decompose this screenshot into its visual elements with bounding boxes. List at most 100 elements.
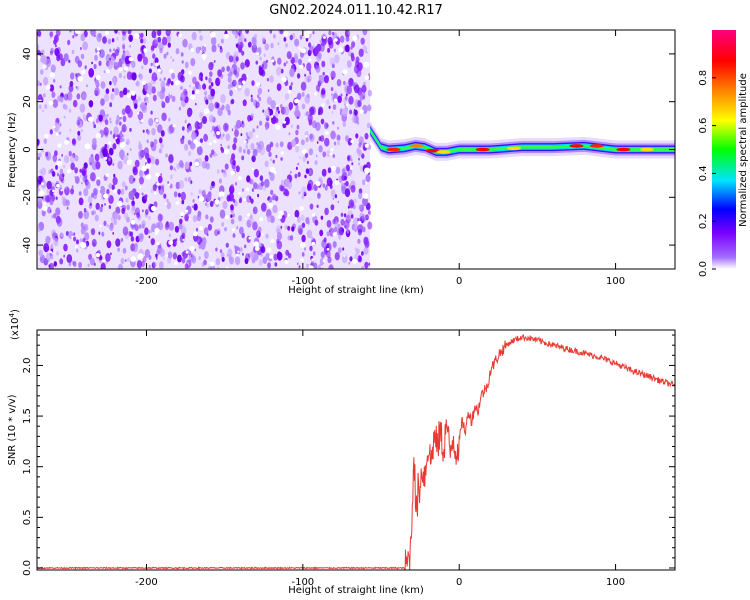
noise-speck — [286, 51, 292, 60]
noise-speck — [256, 231, 260, 237]
noise-gap — [190, 94, 196, 100]
bottom-y-axis-label: SNR (10 * v/v) — [7, 394, 18, 465]
noise-speck — [330, 70, 336, 80]
noise-speck — [209, 96, 213, 102]
top-y-tick-label: 20 — [22, 95, 33, 108]
noise-speck — [330, 189, 336, 198]
noise-speck — [37, 94, 43, 102]
noise-speck — [170, 56, 172, 59]
noise-speck — [290, 124, 294, 129]
noise-speck — [295, 129, 299, 136]
noise-speck — [115, 119, 119, 125]
noise-speck — [332, 241, 337, 248]
noise-speck — [160, 130, 165, 137]
noise-speck — [298, 265, 301, 269]
noise-speck — [120, 257, 125, 265]
noise-gap — [139, 186, 142, 189]
noise-speck — [159, 47, 163, 54]
noise-speck — [55, 196, 58, 200]
noise-speck — [157, 221, 164, 231]
noise-speck — [160, 173, 162, 176]
noise-speck — [287, 225, 291, 231]
noise-speck — [142, 37, 147, 44]
noise-speck — [257, 226, 262, 233]
noise-speck — [137, 96, 141, 102]
noise-gap — [283, 120, 286, 124]
noise-speck — [177, 254, 182, 263]
noise-gap — [156, 182, 160, 186]
noise-speck — [159, 248, 165, 257]
noise-speck — [89, 257, 95, 266]
noise-speck — [349, 109, 353, 115]
noise-speck — [90, 30, 97, 37]
noise-speck — [226, 65, 231, 72]
noise-speck — [280, 225, 283, 229]
noise-gap — [311, 258, 314, 261]
noise-speck — [306, 183, 312, 192]
noise-speck — [306, 160, 309, 164]
noise-speck — [125, 141, 128, 145]
noise-speck — [147, 229, 151, 234]
noise-speck — [37, 182, 40, 188]
noise-speck — [166, 80, 171, 87]
noise-speck — [180, 52, 184, 57]
noise-speck — [49, 262, 54, 269]
noise-speck — [95, 79, 99, 86]
noise-speck — [300, 214, 305, 222]
noise-speck — [63, 243, 68, 252]
noise-speck — [354, 228, 357, 233]
noise-speck — [258, 259, 263, 266]
noise-speck — [298, 191, 301, 195]
noise-speck — [98, 114, 103, 123]
noise-speck — [128, 34, 133, 42]
noise-speck — [208, 77, 212, 84]
noise-speck — [264, 43, 270, 51]
noise-speck — [294, 209, 300, 218]
noise-speck — [293, 64, 296, 67]
top-x-tick-label: -200 — [135, 276, 158, 287]
noise-speck — [284, 189, 289, 196]
noise-gap — [243, 198, 247, 201]
noise-speck — [91, 192, 95, 198]
noise-speck — [51, 91, 56, 98]
noise-speck — [200, 77, 203, 82]
noise-speck — [355, 248, 360, 255]
noise-speck — [67, 39, 71, 46]
noise-gap — [274, 123, 278, 127]
noise-gap — [208, 261, 211, 264]
noise-speck — [289, 85, 293, 91]
noise-speck — [346, 60, 352, 68]
noise-speck — [253, 252, 259, 261]
noise-speck — [262, 60, 268, 70]
noise-speck — [368, 73, 370, 77]
noise-speck — [191, 205, 194, 208]
noise-speck — [297, 92, 302, 100]
bottom-y-ticks: 0.0 0.5 1.0 1.5 2.0 — [22, 334, 675, 576]
noise-gap — [231, 228, 236, 232]
noise-speck — [308, 148, 314, 156]
noise-speck — [254, 33, 257, 39]
noise-speck — [345, 93, 348, 97]
noise-speck — [221, 104, 225, 111]
noise-speck — [64, 186, 70, 196]
noise-speck — [207, 94, 212, 101]
noise-speck — [193, 203, 198, 211]
noise-speck — [49, 35, 52, 39]
noise-speck — [70, 162, 75, 171]
noise-speck — [225, 133, 231, 142]
noise-speck — [59, 85, 62, 89]
noise-speck — [112, 231, 114, 235]
noise-speck — [63, 53, 69, 62]
noise-speck — [196, 146, 203, 156]
noise-speck — [135, 207, 140, 216]
noise-speck — [68, 59, 71, 63]
noise-speck — [117, 160, 123, 170]
noise-gap — [133, 33, 140, 39]
noise-speck — [368, 210, 371, 215]
noise-speck — [83, 210, 90, 220]
noise-gap — [236, 253, 239, 257]
noise-speck — [361, 153, 365, 159]
noise-gap — [96, 51, 100, 55]
noise-speck — [338, 175, 343, 183]
noise-speck — [53, 39, 57, 45]
